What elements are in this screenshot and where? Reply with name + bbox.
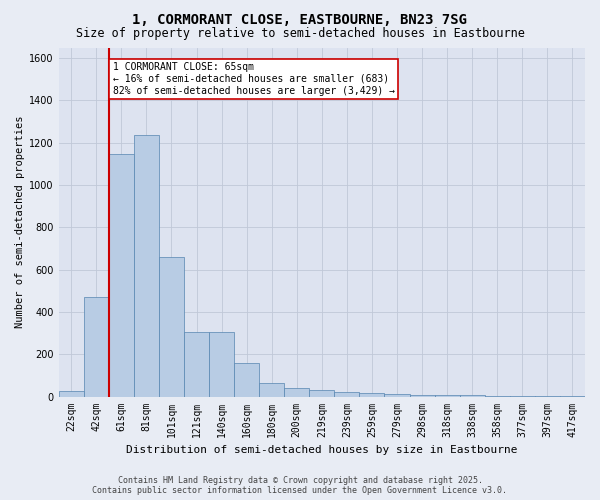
Text: Contains HM Land Registry data © Crown copyright and database right 2025.
Contai: Contains HM Land Registry data © Crown c…: [92, 476, 508, 495]
Text: Size of property relative to semi-detached houses in Eastbourne: Size of property relative to semi-detach…: [76, 28, 524, 40]
Y-axis label: Number of semi-detached properties: Number of semi-detached properties: [15, 116, 25, 328]
Bar: [59, 392, 84, 396]
Text: 1, CORMORANT CLOSE, EASTBOURNE, BN23 7SG: 1, CORMORANT CLOSE, EASTBOURNE, BN23 7SG: [133, 12, 467, 26]
X-axis label: Distribution of semi-detached houses by size in Eastbourne: Distribution of semi-detached houses by …: [126, 445, 518, 455]
Bar: [284, 388, 309, 396]
Bar: [84, 297, 109, 396]
Bar: [334, 392, 359, 396]
Bar: [159, 257, 184, 396]
Bar: [385, 394, 410, 396]
Bar: [309, 390, 334, 396]
Bar: [134, 136, 159, 396]
Bar: [259, 383, 284, 396]
Bar: [359, 394, 385, 396]
Bar: [234, 363, 259, 396]
Text: 1 CORMORANT CLOSE: 65sqm
← 16% of semi-detached houses are smaller (683)
82% of : 1 CORMORANT CLOSE: 65sqm ← 16% of semi-d…: [113, 62, 395, 96]
Bar: [410, 395, 434, 396]
Bar: [209, 332, 234, 396]
Bar: [109, 154, 134, 396]
Bar: [184, 332, 209, 396]
